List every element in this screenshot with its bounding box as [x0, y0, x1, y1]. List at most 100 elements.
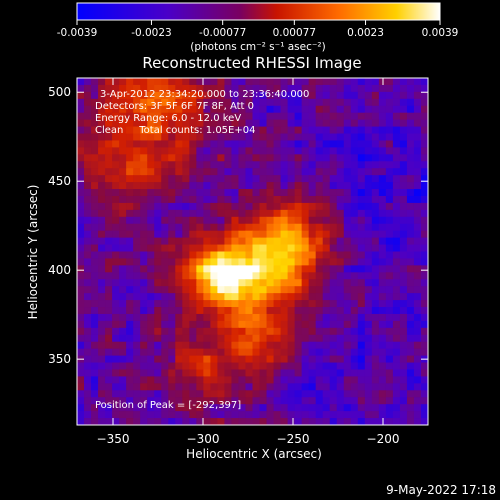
heatmap-cell: [322, 78, 331, 86]
heatmap-cell: [168, 293, 176, 301]
heatmap-cell: [378, 133, 387, 142]
heatmap-cell: [98, 126, 106, 135]
heatmap-cell: [280, 307, 289, 315]
heatmap-cell: [301, 404, 310, 412]
heatmap-cell: [420, 411, 428, 419]
heatmap-cell: [126, 133, 134, 142]
heatmap-cell: [378, 147, 387, 155]
heatmap-cell: [392, 376, 401, 384]
heatmap-cell: [273, 84, 282, 93]
heatmap-cell: [140, 147, 148, 155]
heatmap-cell: [105, 161, 113, 169]
heatmap-cell: [329, 182, 338, 190]
heatmap-cell: [189, 168, 197, 176]
heatmap-cell: [231, 216, 240, 225]
heatmap-cell: [252, 147, 261, 155]
heatmap-cell: [210, 84, 218, 93]
heatmap-cell: [189, 362, 197, 371]
heatmap-cell: [371, 189, 380, 197]
heatmap-cell: [364, 307, 373, 315]
heatmap-cell: [161, 307, 169, 315]
heatmap-cell: [378, 161, 387, 169]
heatmap-cell: [189, 84, 197, 93]
heatmap-cell: [231, 195, 240, 204]
heatmap-cell: [315, 216, 324, 225]
heatmap-cell: [378, 307, 387, 315]
heatmap-cell: [280, 202, 289, 211]
heatmap-cell: [133, 272, 141, 280]
heatmap-cell: [77, 112, 85, 121]
heatmap-cell: [350, 161, 359, 169]
heatmap-cell: [350, 313, 359, 322]
heatmap-cell: [161, 189, 169, 197]
heatmap-cell: [91, 383, 99, 391]
heatmap-cell: [147, 411, 155, 419]
heatmap-cell: [385, 175, 394, 183]
heatmap-cell: [371, 230, 380, 239]
heatmap-cell: [322, 112, 331, 121]
heatmap-cell: [245, 411, 254, 419]
heatmap-cell: [245, 327, 254, 336]
heatmap-cell: [329, 230, 338, 239]
heatmap-cell: [252, 140, 261, 148]
heatmap-cell: [98, 161, 106, 169]
heatmap-cell: [231, 154, 240, 162]
heatmap-cell: [119, 154, 127, 162]
heatmap-cell: [196, 230, 204, 239]
heatmap-cell: [210, 307, 218, 315]
heatmap-cell: [224, 209, 233, 218]
heatmap-cell: [308, 202, 317, 211]
heatmap-cell: [350, 279, 359, 287]
heatmap-cell: [336, 265, 345, 273]
heatmap-cell: [203, 258, 211, 266]
heatmap-cell: [231, 411, 240, 419]
heatmap-cell: [224, 237, 233, 246]
heatmap-cell: [371, 140, 380, 148]
heatmap-cell: [280, 397, 289, 405]
heatmap-cell: [217, 383, 226, 391]
heatmap-cell: [266, 258, 275, 266]
heatmap-cell: [224, 341, 233, 350]
heatmap-cell: [77, 341, 85, 350]
heatmap-cell: [315, 348, 324, 357]
heatmap-cell: [350, 168, 359, 176]
heatmap-cell: [147, 112, 155, 121]
heatmap-cell: [147, 293, 155, 301]
heatmap-cell: [406, 91, 415, 100]
heatmap-cell: [133, 112, 141, 121]
heatmap-cell: [259, 265, 268, 273]
heatmap-cell: [140, 418, 148, 425]
heatmap-cell: [210, 265, 218, 273]
heatmap-cell: [175, 91, 183, 100]
heatmap-cell: [105, 140, 113, 148]
heatmap-cell: [105, 334, 113, 343]
heatmap-cell: [280, 223, 289, 232]
heatmap-cell: [154, 91, 162, 100]
heatmap-cell: [203, 195, 211, 204]
heatmap-cell: [189, 383, 197, 391]
heatmap-cell: [154, 126, 162, 135]
heatmap-cell: [399, 327, 408, 336]
heatmap-cell: [280, 209, 289, 218]
heatmap-cell: [126, 397, 134, 405]
heatmap-cell: [238, 195, 247, 204]
heatmap-cell: [98, 251, 106, 260]
heatmap-cell: [294, 397, 303, 405]
heatmap-cell: [280, 168, 289, 176]
heatmap-cell: [126, 348, 134, 357]
heatmap-cell: [126, 251, 134, 260]
heatmap-cell: [182, 258, 190, 266]
heatmap-cell: [322, 182, 331, 190]
heatmap-cell: [84, 334, 92, 343]
heatmap-cell: [329, 286, 338, 294]
heatmap-cell: [77, 411, 85, 419]
heatmap-cell: [245, 390, 254, 398]
heatmap-cell: [189, 320, 197, 329]
heatmap-cell: [336, 404, 345, 412]
heatmap-cell: [147, 307, 155, 315]
heatmap-cell: [140, 168, 148, 176]
heatmap-cell: [420, 147, 428, 155]
heatmap-cell: [350, 286, 359, 294]
heatmap-cell: [112, 313, 120, 322]
heatmap-cell: [91, 133, 99, 142]
